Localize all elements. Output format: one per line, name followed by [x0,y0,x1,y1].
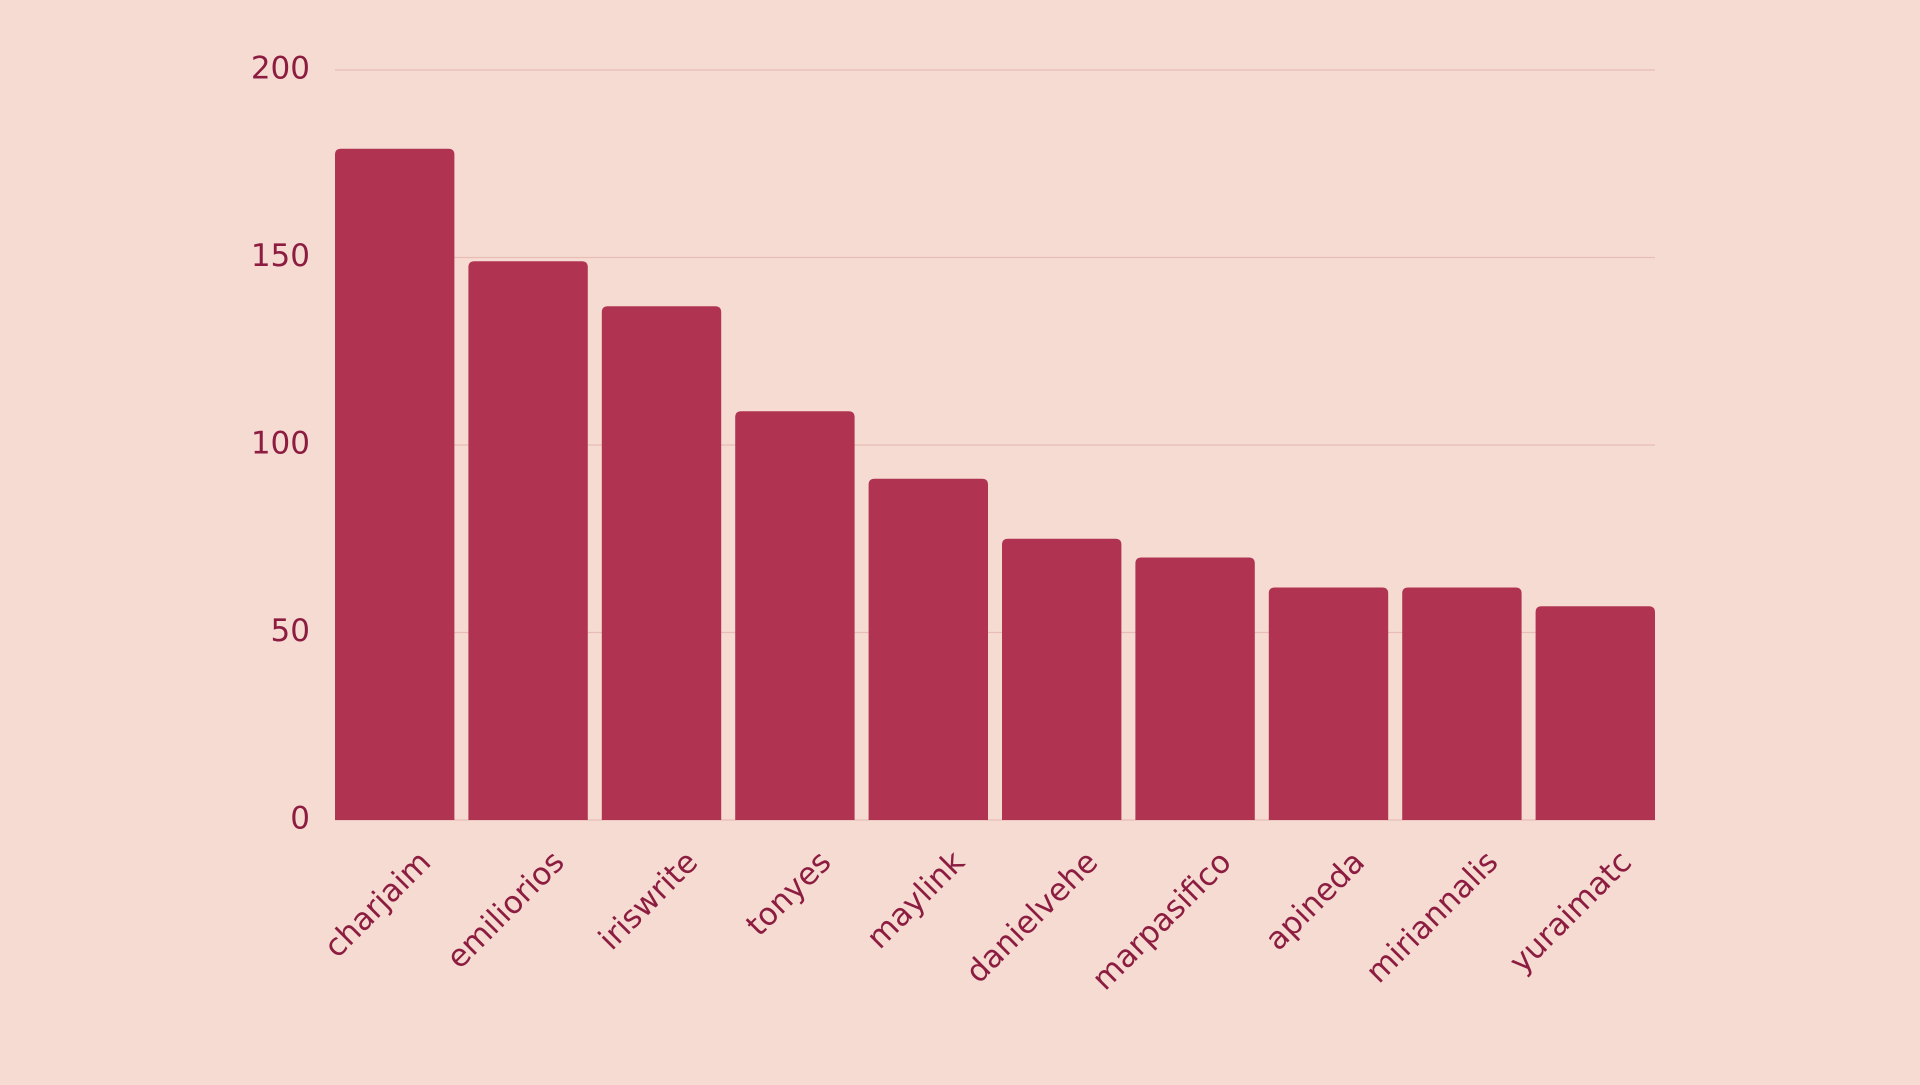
x-tick-label: apineda [1258,844,1372,958]
y-tick-label: 50 [271,613,310,649]
x-tick-label: tonyes [739,844,838,943]
bars [335,148,1655,820]
bar-marpasifico [1135,557,1255,820]
x-tick-label: iriswrite [592,844,705,957]
bar-charjaim [335,148,455,820]
bar-tonyes [735,411,855,820]
y-axis-ticks: 0 50 100 150 200 [251,51,310,837]
x-tick-label: danielvehe [959,844,1105,990]
y-tick-label: 0 [290,801,310,837]
x-tick-label: charjaim [317,844,438,965]
bar-miriannalis [1402,587,1522,820]
x-tick-label: emiliorios [440,844,572,976]
y-tick-label: 100 [251,426,310,462]
x-tick-label: maylink [860,844,972,956]
y-tick-label: 150 [251,238,310,274]
x-tick-label: miriannalis [1359,844,1505,990]
bar-yuraimatc [1535,606,1655,820]
bar-emiliorios [468,261,588,820]
bar-danielvehe [1002,538,1122,820]
x-tick-label: marpasifico [1085,844,1238,997]
x-axis-labels: charjaim emiliorios iriswrite tonyes maylink… [317,844,1638,997]
bar-apineda [1268,587,1389,820]
x-tick-label: yuraimatc [1503,844,1639,980]
bar-iriswrite [601,306,722,820]
y-tick-label: 200 [251,51,310,87]
bar-maylink [868,478,988,820]
